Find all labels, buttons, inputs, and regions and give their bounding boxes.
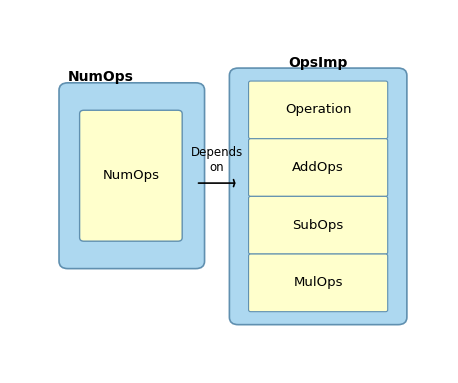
Text: NumOps: NumOps — [68, 70, 134, 84]
Text: NumOps: NumOps — [103, 169, 159, 182]
Text: MulOps: MulOps — [294, 277, 343, 289]
FancyBboxPatch shape — [229, 68, 407, 325]
FancyBboxPatch shape — [249, 254, 388, 312]
FancyBboxPatch shape — [249, 81, 388, 139]
FancyBboxPatch shape — [59, 83, 205, 268]
FancyBboxPatch shape — [249, 196, 388, 254]
Text: OpsImp: OpsImp — [289, 56, 348, 70]
Text: AddOps: AddOps — [292, 161, 344, 174]
Text: SubOps: SubOps — [293, 219, 344, 232]
Text: Operation: Operation — [285, 103, 351, 116]
FancyBboxPatch shape — [249, 139, 388, 196]
FancyBboxPatch shape — [80, 110, 182, 241]
Text: Depends
on: Depends on — [191, 146, 243, 174]
